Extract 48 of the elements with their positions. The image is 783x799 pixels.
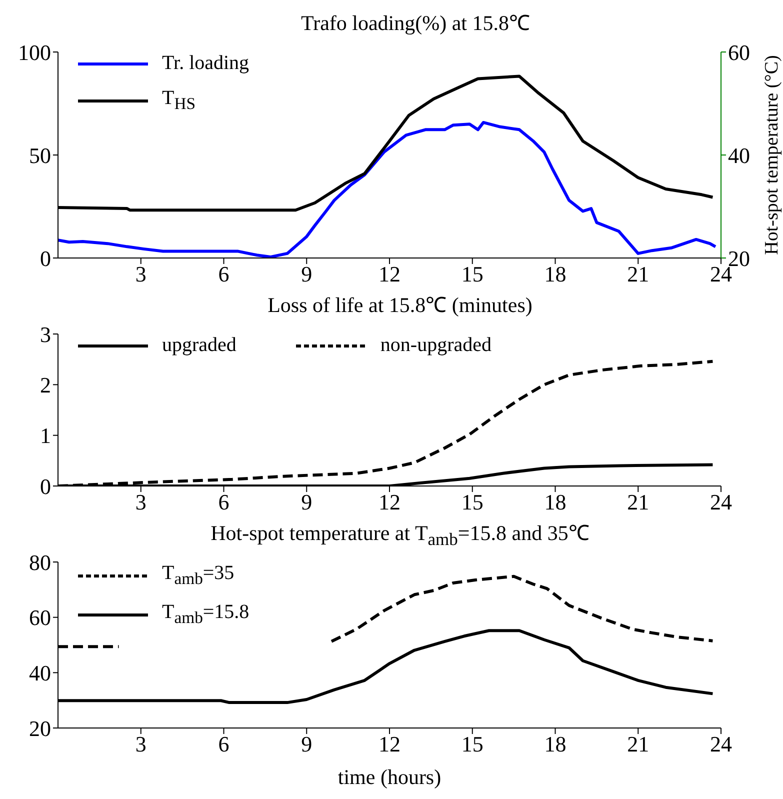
- x-tick-label: 6: [218, 732, 230, 757]
- y-tick-label: 3: [40, 322, 51, 347]
- x-tick-label: 21: [627, 490, 650, 515]
- chart-title: Trafo loading(%) at 15.8℃: [300, 11, 530, 35]
- x-tick-label: 15: [461, 262, 484, 287]
- x-tick-label: 18: [544, 490, 566, 515]
- legend-label: Tr. loading: [162, 52, 250, 75]
- legend-label: non-upgraded: [380, 334, 492, 357]
- legend-label: T$_{amb}$=15.8: [162, 601, 250, 628]
- x-tick-label: 24: [710, 490, 732, 515]
- legend-label: T$_{amb}$=35: [162, 562, 234, 589]
- x-tick-label: 18: [544, 262, 566, 287]
- legend-label: T$_{HS}$: [162, 87, 196, 114]
- x-axis-title: time (hours): [338, 765, 442, 789]
- y2-tick-label: 60: [728, 40, 750, 65]
- y-tick-label: 20: [29, 716, 51, 741]
- y-tick-label: 1: [40, 423, 51, 448]
- chart-title: Loss of life at 15.8℃ (minutes): [268, 293, 532, 317]
- x-tick-label: 12: [378, 490, 400, 515]
- x-tick-label: 18: [544, 732, 566, 757]
- x-tick-label: 21: [627, 732, 650, 757]
- x-tick-label: 3: [135, 732, 146, 757]
- y-tick-label: 80: [29, 550, 51, 575]
- x-tick-label: 15: [461, 490, 484, 515]
- x-tick-label: 15: [461, 732, 484, 757]
- y-tick-label: 0: [40, 246, 51, 271]
- y-tick-label: 40: [29, 660, 51, 686]
- x-tick-label: 6: [218, 490, 230, 515]
- x-tick-label: 3: [135, 490, 146, 515]
- line-series: [58, 120, 717, 258]
- chart-title: Hot-spot temperature at T$_{amb}$=15.8 and 35℃: [210, 521, 590, 550]
- x-tick-label: 3: [135, 262, 146, 287]
- y2-axis-title: Hot-spot temperature (°C): [762, 55, 783, 255]
- y-tick-label: 60: [29, 605, 51, 630]
- y-tick-label: 50: [29, 142, 51, 168]
- x-tick-label: 6: [218, 262, 230, 287]
- x-tick-label: 21: [627, 262, 650, 287]
- x-tick-label: 9: [301, 262, 312, 287]
- x-tick-label: 12: [378, 732, 400, 757]
- y-tick-label: 100: [18, 40, 51, 65]
- y-tick-label: 2: [40, 372, 51, 398]
- x-tick-label: 24: [710, 732, 732, 757]
- legend-label: upgraded: [162, 334, 236, 357]
- y-tick-label: 0: [40, 474, 51, 499]
- x-tick-label: 9: [301, 490, 312, 515]
- y2-tick-label: 40: [728, 142, 750, 168]
- x-tick-label: 12: [378, 262, 400, 287]
- x-tick-label: 9: [301, 732, 312, 757]
